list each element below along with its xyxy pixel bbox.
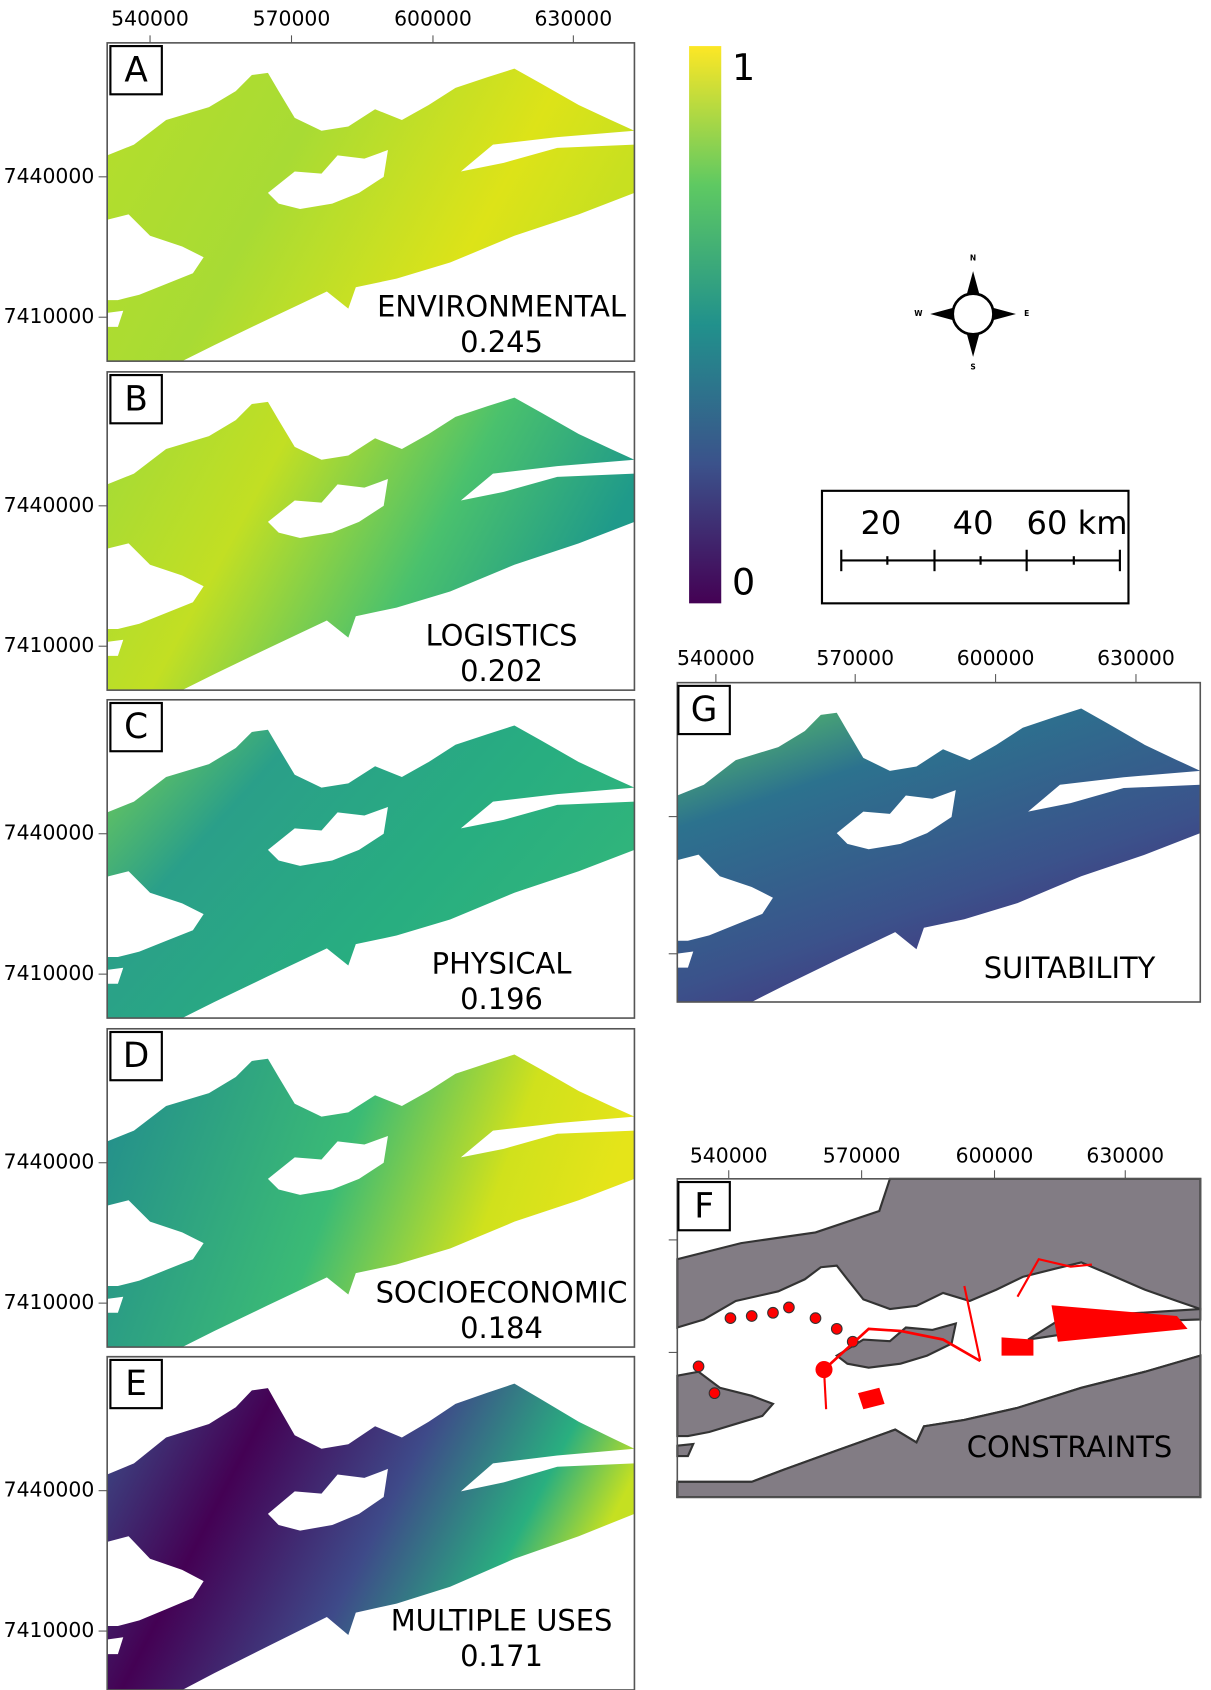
panel-letter: E <box>125 1364 147 1404</box>
compass-north: N <box>970 253 976 262</box>
panel-letter: C <box>124 707 148 747</box>
panel-letter: G <box>691 690 718 730</box>
x-tick-label: 540000 <box>111 6 189 30</box>
colorbar <box>689 46 721 603</box>
constraint-buffer <box>746 1311 757 1322</box>
y-tick-label: 7440000 <box>4 493 95 517</box>
compass <box>930 271 1016 357</box>
y-tick-label: 7410000 <box>4 633 95 657</box>
panel-weight: 0.184 <box>460 1311 543 1345</box>
panel-weight: 0.202 <box>460 654 543 688</box>
panel-name: PHYSICAL <box>432 947 572 981</box>
panel-name: SUITABILITY <box>984 951 1156 985</box>
y-tick-label: 7410000 <box>4 304 95 328</box>
compass-east: E <box>1024 309 1029 318</box>
compass-west: W <box>914 309 923 318</box>
panel-name: LOGISTICS <box>426 619 578 653</box>
map-panel <box>107 1357 634 1690</box>
x-tick-label: 570000 <box>823 1143 901 1167</box>
constraint-area <box>1002 1337 1034 1355</box>
panel-weight: 0.196 <box>460 982 543 1016</box>
x-tick-label: 600000 <box>394 6 472 30</box>
colorbar-min-label: 0 <box>732 561 755 604</box>
panel-name: MULTIPLE USES <box>391 1603 613 1637</box>
compass-south: S <box>970 363 975 372</box>
x-tick-label: 570000 <box>816 646 894 670</box>
panel-weight: 0.245 <box>460 325 543 359</box>
x-tick-label: 570000 <box>253 6 331 30</box>
panel-letter: B <box>124 379 148 419</box>
y-tick-label: 7410000 <box>4 1290 95 1314</box>
constraint-buffer <box>709 1388 720 1399</box>
page: 540000570000600000630000AENVIRONMENTAL0.… <box>0 0 1211 1690</box>
constraint-buffer <box>831 1323 842 1334</box>
y-tick-label: 7440000 <box>4 1150 95 1174</box>
y-tick-label: 7440000 <box>4 164 95 188</box>
x-tick-label: 630000 <box>534 6 612 30</box>
x-tick-label: 600000 <box>956 1143 1034 1167</box>
x-tick-label: 600000 <box>957 646 1035 670</box>
scale-label: 20 <box>860 504 901 542</box>
x-tick-label: 630000 <box>1097 646 1175 670</box>
panel-name: SOCIOECONOMIC <box>376 1276 628 1310</box>
panel-weight: 0.171 <box>460 1639 543 1673</box>
constraint-buffer <box>693 1361 704 1372</box>
constraint-buffer <box>810 1313 821 1324</box>
y-tick-label: 7440000 <box>4 821 95 845</box>
y-tick-label: 7440000 <box>4 1478 95 1502</box>
panel-name: CONSTRAINTS <box>967 1430 1173 1464</box>
x-tick-label: 540000 <box>677 646 755 670</box>
figure: 540000570000600000630000AENVIRONMENTAL0.… <box>0 0 1211 1690</box>
scale-label: 60 km <box>1027 504 1128 542</box>
scale-label: 40 <box>953 504 994 542</box>
x-tick-label: 630000 <box>1086 1143 1164 1167</box>
panel-name: ENVIRONMENTAL <box>377 290 626 324</box>
panel-letter: D <box>123 1036 149 1076</box>
y-tick-label: 7410000 <box>4 1618 95 1642</box>
panel-letter: A <box>124 50 148 90</box>
constraint-buffer <box>725 1313 736 1324</box>
y-tick-label: 7410000 <box>4 961 95 985</box>
panel-letter: F <box>694 1186 714 1226</box>
constraint-buffer <box>768 1307 779 1318</box>
x-tick-label: 540000 <box>690 1143 768 1167</box>
constraint-buffer <box>784 1302 795 1313</box>
colorbar-max-label: 1 <box>732 46 755 89</box>
